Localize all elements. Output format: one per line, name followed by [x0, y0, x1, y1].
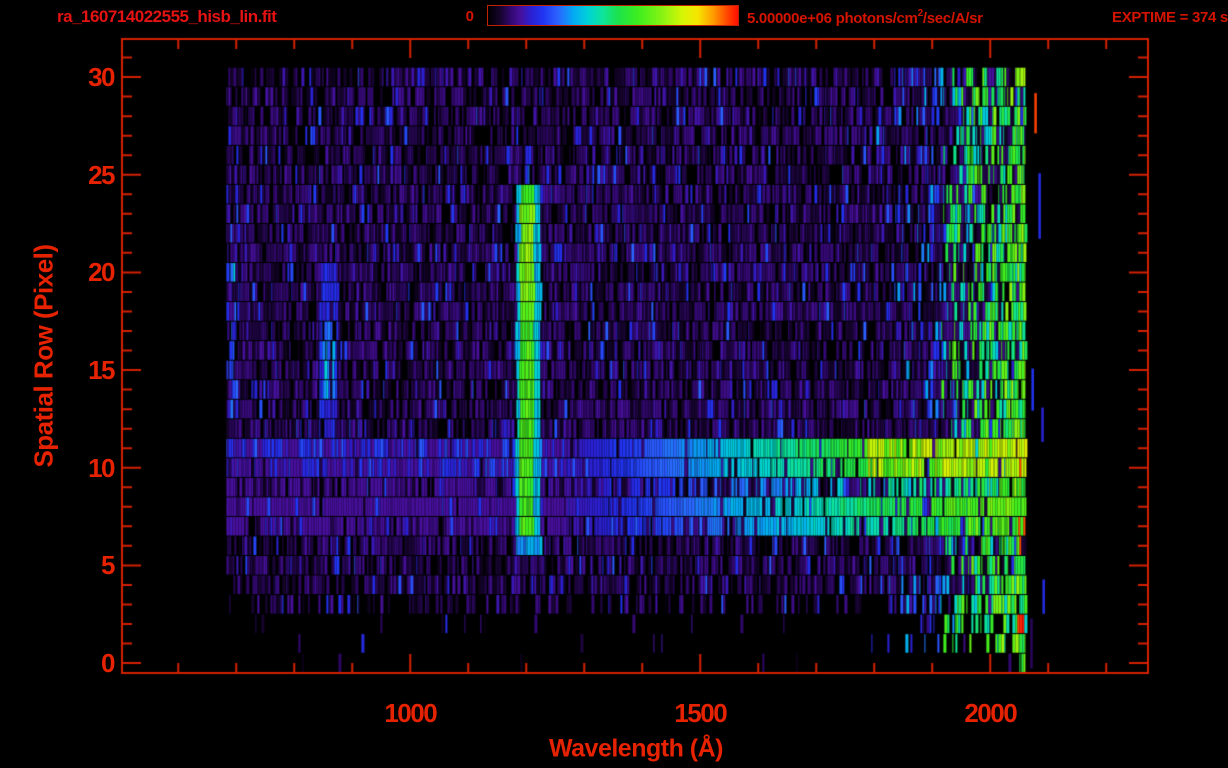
- colorbar-min-label: 0: [465, 8, 474, 25]
- y-tick-label: 25: [88, 159, 115, 190]
- x-tick-label: 1000: [384, 698, 437, 728]
- colorbar-max-label: 5.00000e+06 photons/cm2/sec/A/sr: [747, 8, 983, 27]
- x-axis-title: Wavelength (Å): [548, 734, 724, 763]
- colorbar-gradient: [487, 5, 739, 26]
- y-tick-label: 20: [88, 257, 115, 288]
- x-tick-label: 1500: [674, 698, 727, 728]
- exptime-label: EXPTIME = 374 s: [1112, 9, 1228, 26]
- file-title: ra_160714022555_hisb_lin.fit: [57, 7, 277, 26]
- y-tick-label: 10: [88, 452, 115, 483]
- y-tick-label: 0: [101, 648, 115, 679]
- x-tick-label: 2000: [964, 698, 1017, 728]
- y-tick-label: 15: [88, 355, 115, 386]
- y-tick-label: 5: [101, 550, 115, 581]
- y-tick-label: 30: [88, 62, 115, 93]
